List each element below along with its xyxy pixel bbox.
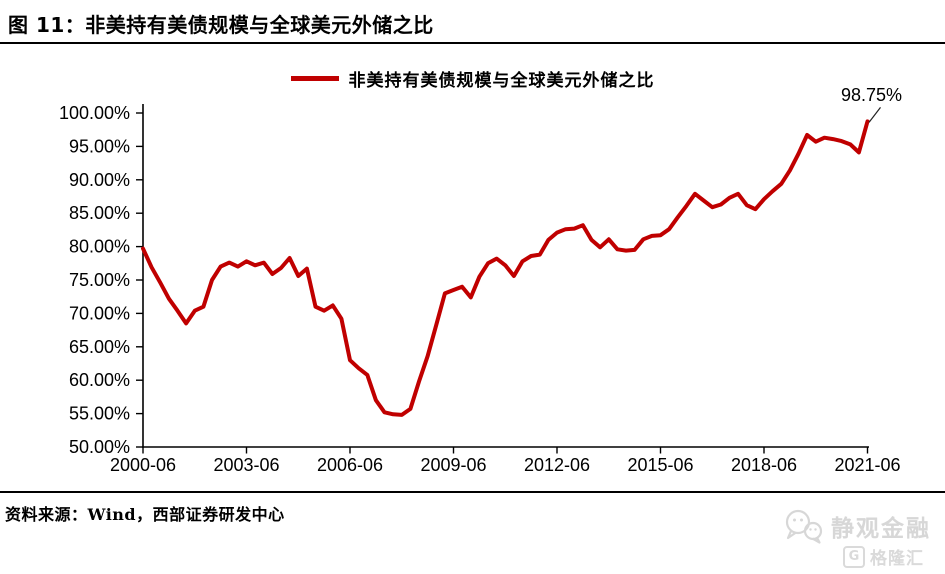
figure-title: 图 11：非美持有美债规模与全球美元外储之比 xyxy=(8,13,434,37)
legend-label: 非美持有美债规模与全球美元外储之比 xyxy=(348,70,655,91)
x-tick-label: 2021-06 xyxy=(834,455,900,475)
x-tick-label: 2009-06 xyxy=(420,455,486,475)
y-axis-ticks: 50.00% 55.00% 60.00% 65.00% 70.00% 75.00% 80.0… xyxy=(59,103,143,457)
x-tick-label: 2018-06 xyxy=(731,455,797,475)
y-tick-label: 65.00% xyxy=(69,337,130,357)
y-tick-label: 100.00% xyxy=(59,103,130,123)
legend-line-swatch xyxy=(290,75,339,81)
y-tick-label: 90.00% xyxy=(69,170,130,190)
footer-divider xyxy=(0,491,945,493)
title-divider xyxy=(0,42,945,44)
y-tick-label: 85.00% xyxy=(69,203,130,223)
y-tick-label: 80.00% xyxy=(69,237,130,257)
gelonghui-watermark: G 格隆汇 xyxy=(843,544,924,569)
x-tick-label: 2000-06 xyxy=(110,455,176,475)
y-tick-label: 55.00% xyxy=(69,404,130,424)
x-axis-ticks: 2000-06 2003-06 2006-06 2009-06 2012-06 2015-… xyxy=(110,447,901,475)
y-tick-label: 95.00% xyxy=(69,136,130,156)
source-note: 资料来源：Wind，西部证券研发中心 xyxy=(5,505,285,524)
peak-annotation: 98.75% xyxy=(841,85,903,105)
series-line xyxy=(141,119,870,417)
wechat-watermark: 静观金融 xyxy=(782,508,931,544)
gelonghui-logo-icon: G xyxy=(843,545,865,568)
y-tick-label: 70.00% xyxy=(69,303,130,323)
axes xyxy=(142,104,869,448)
gelonghui-watermark-text: 格隆汇 xyxy=(870,549,924,569)
wechat-watermark-text: 静观金融 xyxy=(831,516,931,542)
chart-legend: 非美持有美债规模与全球美元外储之比 xyxy=(0,66,945,91)
x-tick-label: 2015-06 xyxy=(627,455,693,475)
y-tick-label: 75.00% xyxy=(69,270,130,290)
wechat-icon xyxy=(785,509,823,544)
x-tick-label: 2003-06 xyxy=(213,455,279,475)
annotation-leader-line xyxy=(868,106,881,123)
y-tick-label: 60.00% xyxy=(69,370,130,390)
y-tick-label: 50.00% xyxy=(69,437,130,457)
x-tick-label: 2006-06 xyxy=(317,455,383,475)
x-tick-label: 2012-06 xyxy=(524,455,590,475)
